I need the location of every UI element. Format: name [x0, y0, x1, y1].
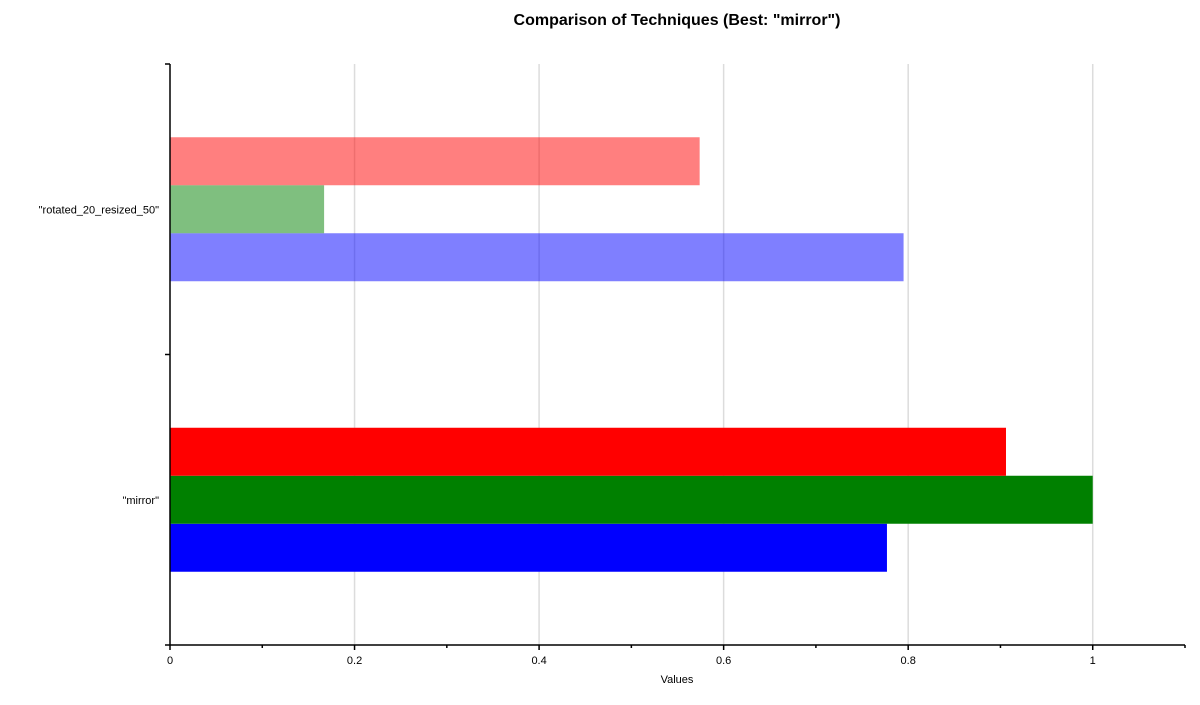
- bar: [170, 523, 887, 572]
- x-tick-label: 0: [167, 655, 173, 667]
- x-tick-label: 0.4: [531, 655, 546, 667]
- x-tick-label: 0.2: [347, 655, 362, 667]
- bar: [170, 185, 325, 234]
- axes: [165, 63, 1186, 650]
- x-tick-label: 0.6: [716, 655, 731, 667]
- y-tick-label: "rotated_20_resized_50": [39, 204, 159, 216]
- bar: [170, 233, 904, 282]
- x-axis-label: Values: [661, 674, 694, 686]
- bar: [170, 427, 1006, 476]
- bars: [170, 137, 1093, 572]
- x-tick-label: 0.8: [901, 655, 916, 667]
- bar: [170, 137, 700, 186]
- x-tick-label: 1: [1090, 655, 1096, 667]
- chart-title: Comparison of Techniques (Best: "mirror"…: [514, 12, 841, 29]
- y-tick-label: "mirror": [122, 495, 159, 507]
- bar: [170, 475, 1093, 524]
- tick-labels: "mirror" "rotated_20_resized_50" 0 0.2 0.4 0.…: [39, 204, 1096, 667]
